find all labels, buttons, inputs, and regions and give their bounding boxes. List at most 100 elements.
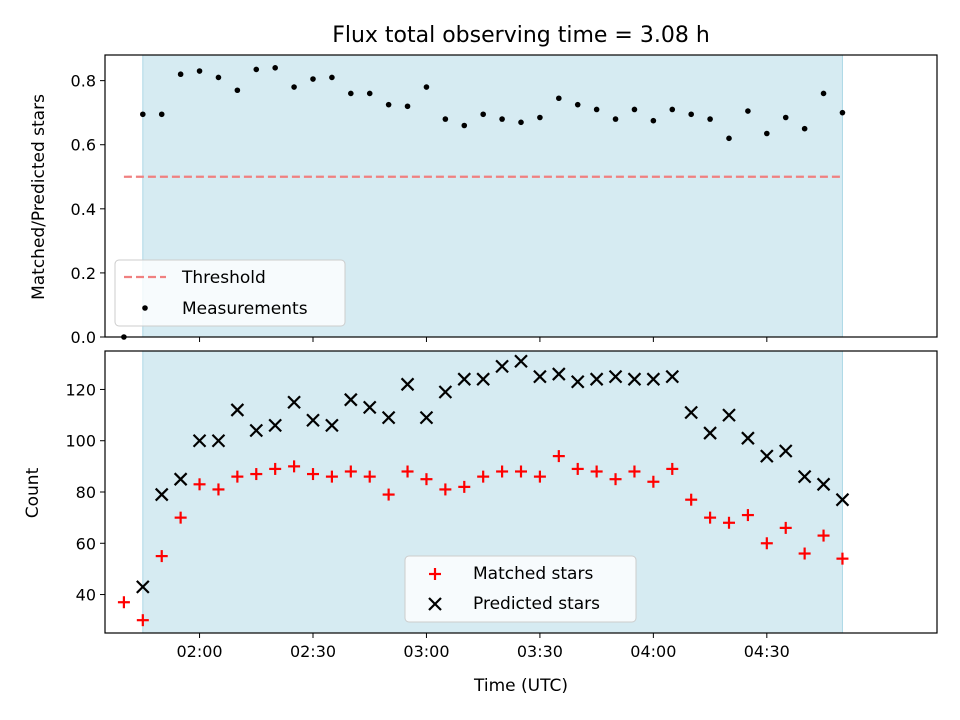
predicted-stars-point (362, 400, 377, 415)
predicted-stars-point (646, 372, 661, 386)
matched-stars-point (741, 509, 754, 522)
measurements-point (366, 90, 373, 97)
matched-stars-legend-swatch (429, 568, 441, 580)
matched-stars-point (723, 516, 735, 529)
matched-stars-point (250, 468, 263, 481)
matched-stars-point (439, 483, 452, 496)
measurements-point (839, 109, 846, 116)
y-tick-label: 40 (76, 586, 96, 605)
measurements-point (234, 87, 241, 94)
predicted-stars-point (495, 359, 509, 374)
measurements-legend-swatch (142, 305, 148, 311)
predicted-stars-point (665, 369, 680, 384)
matched-stars-point (590, 465, 603, 478)
matched-stars-point (798, 547, 811, 560)
predicted-stars-point (268, 418, 282, 433)
predicted-stars-point (136, 580, 150, 594)
predicted-stars-point (230, 403, 245, 417)
matched-stars-point (363, 470, 376, 483)
y-tick-label: 60 (76, 534, 96, 553)
predicted-stars-point (344, 392, 358, 407)
top-plot-frame (104, 54, 938, 338)
predicted-stars-point (249, 423, 264, 438)
predicted-stars-point (192, 433, 207, 448)
top-legend: Threshold Measurements (114, 259, 346, 327)
bottom-panel: Count Time (UTC) 40 60 80 100 120 02:00 02:30… (23, 350, 938, 696)
predicted-stars-point (419, 410, 434, 425)
y-tick-label: 0.2 (71, 264, 96, 283)
predicted-stars-point (778, 444, 793, 458)
matched-stars-point (571, 462, 584, 475)
measurements-point (537, 114, 543, 121)
predicted-stars-point (835, 492, 850, 507)
predicted-stars-point (325, 418, 339, 433)
x-tick-label: 02:00 (176, 642, 222, 661)
y-tick-label: 120 (65, 380, 96, 399)
predicted-stars-point (438, 385, 453, 399)
matched-stars-point (477, 470, 490, 483)
matched-stars-point (779, 521, 792, 534)
matched-stars-point (496, 465, 509, 478)
predicted-stars-point (211, 433, 226, 448)
measurements-point (140, 111, 146, 118)
bottom-y-axis: 40 60 80 100 120 (65, 380, 105, 605)
measurements-point (196, 68, 203, 74)
measurements-point (631, 106, 638, 113)
matched-stars-point (174, 511, 187, 524)
predicted-stars-legend-swatch (428, 597, 442, 611)
measurements-point (688, 111, 694, 118)
matched-stars-point (401, 465, 414, 478)
bottom-x-axis: 02:00 02:30 03:00 03:30 04:00 04:30 (176, 633, 790, 661)
chart-title: Flux total observing time = 3.08 h (332, 23, 710, 48)
measurements-point (385, 101, 392, 108)
x-tick-label: 04:30 (744, 642, 790, 661)
predicted-stars-point (154, 487, 169, 502)
predicted-stars-point (381, 410, 396, 425)
measurements-point (348, 90, 354, 97)
measurements-point (707, 116, 713, 122)
measurements-point (574, 101, 581, 108)
matched-stars-point (515, 465, 527, 478)
measurements-point (423, 84, 430, 90)
y-tick-label: 0.4 (71, 200, 96, 219)
predicted-stars-point (306, 413, 320, 427)
matched-stars-point (344, 465, 357, 478)
measurements-point (177, 71, 184, 78)
measurements-point (329, 74, 335, 81)
matched-stars-point (307, 468, 319, 481)
matched-stars-point (552, 450, 565, 463)
matched-stars-point (193, 478, 206, 491)
matched-stars-point (155, 550, 168, 563)
predicted-stars-point (608, 369, 623, 384)
measurements-point (499, 116, 505, 122)
top-x-axis (199, 337, 768, 342)
x-tick-label: 03:00 (403, 642, 449, 661)
measurements-point (442, 116, 449, 122)
y-tick-label: 0.8 (71, 72, 96, 91)
matched-stars-point (231, 470, 244, 483)
matched-stars-series (117, 450, 849, 627)
matched-stars-point (685, 493, 698, 506)
predicted-stars-series (136, 354, 850, 594)
measurements-point (669, 106, 676, 113)
matched-stars-point (117, 596, 130, 609)
measurements-point (650, 117, 657, 124)
top-panel: Flux total observing time = 3.08 h Match… (29, 23, 938, 347)
matched-stars-point (420, 473, 433, 486)
matched-stars-point (817, 529, 830, 542)
predicted-stars-point (173, 472, 188, 486)
predicted-stars-point (552, 367, 566, 381)
measurements-point (612, 116, 619, 122)
matched-stars-point (382, 488, 395, 501)
measurements-point (820, 90, 827, 97)
measurements-point (158, 111, 165, 118)
predicted-stars-point (684, 405, 698, 420)
matched-stars-point (136, 614, 149, 627)
y-tick-label: 0.6 (71, 136, 96, 155)
measurements-point (764, 130, 770, 137)
measurements-point (480, 111, 486, 118)
predicted-stars-point (760, 449, 774, 463)
measurements-point (556, 95, 562, 102)
x-tick-label: 02:30 (290, 642, 336, 661)
